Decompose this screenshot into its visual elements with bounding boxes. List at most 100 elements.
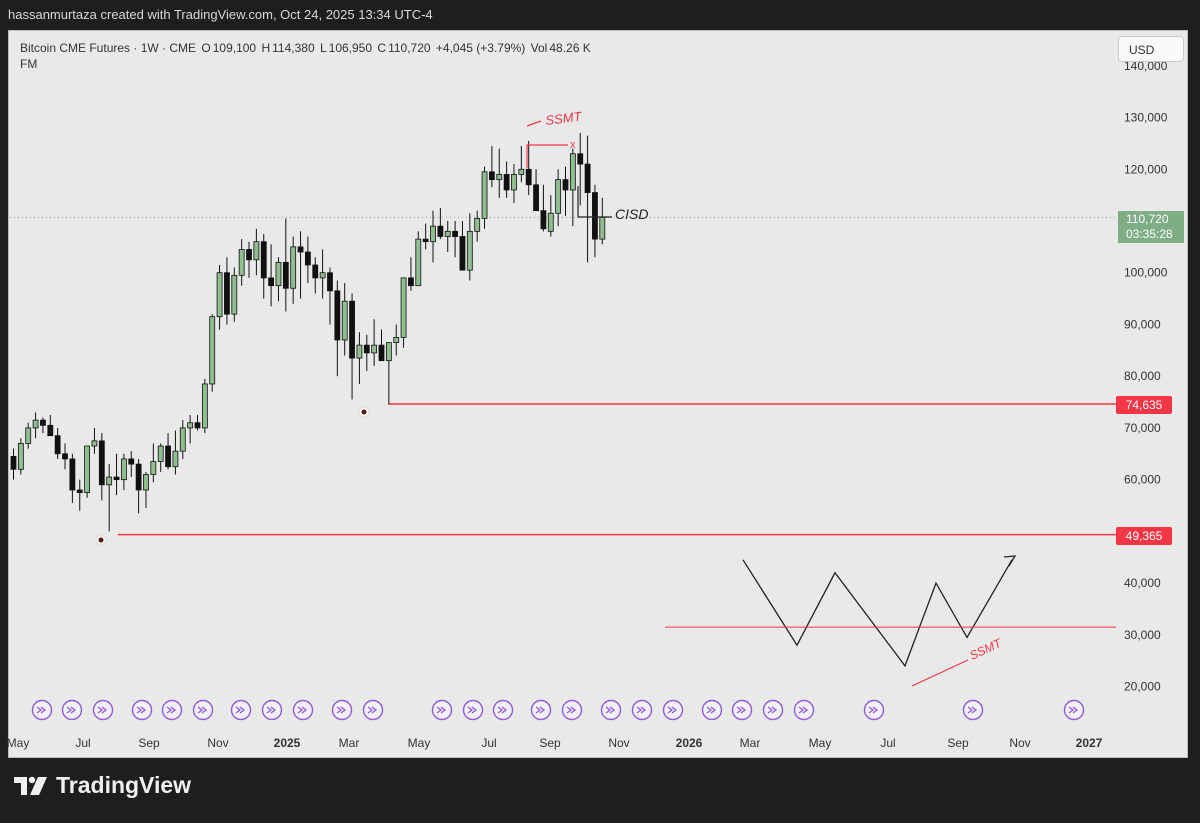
last-price-value: 110,720 xyxy=(1126,212,1169,226)
candle-body xyxy=(481,171,488,219)
currency-button[interactable]: USD xyxy=(1118,36,1184,62)
candle-body xyxy=(459,236,466,271)
ssmt-top-dash xyxy=(526,120,542,127)
bar-countdown: 03:35:28 xyxy=(1126,227,1173,241)
x-tick-label: Nov xyxy=(1009,736,1030,750)
event-icon-glyph xyxy=(197,706,208,714)
candle-body xyxy=(297,246,304,253)
y-tick-label: 80,000 xyxy=(1124,369,1161,383)
candle-body xyxy=(290,246,297,289)
event-icon-glyph xyxy=(436,706,447,714)
x-tick-label: Jul xyxy=(75,736,90,750)
candle-body xyxy=(452,230,459,237)
y-tick-label: 90,000 xyxy=(1124,317,1161,331)
candle-body xyxy=(547,212,554,232)
y-tick-label: 120,000 xyxy=(1124,162,1168,176)
last-price-label: 110,720 03:35:28 xyxy=(1118,211,1184,243)
open-label: O xyxy=(201,41,211,55)
x-tick-label: 2025 xyxy=(274,736,301,750)
candle-body xyxy=(106,476,113,486)
candle-body xyxy=(209,316,216,385)
projection-path xyxy=(742,559,1013,668)
y-tick-label: 140,000 xyxy=(1124,59,1168,73)
candle-body xyxy=(334,290,341,341)
candle-body xyxy=(341,300,348,341)
event-icon-glyph xyxy=(297,706,308,714)
candle-body xyxy=(150,461,157,475)
candle-body xyxy=(378,344,385,362)
event-icon-glyph xyxy=(667,706,678,714)
candle-body xyxy=(503,174,510,191)
candle-body xyxy=(555,179,562,214)
candle-body xyxy=(17,443,24,470)
event-icon-glyph xyxy=(967,706,978,714)
chart-header: hassanmurtaza created with TradingView.c… xyxy=(8,7,433,22)
symbol-legend: Bitcoin CME Futures · 1W · CME O 109,100 … xyxy=(20,40,593,72)
event-icon-glyph xyxy=(1068,706,1079,714)
x-tick-label: Sep xyxy=(947,736,969,750)
candle-body xyxy=(371,344,378,354)
x-tick-label: Jul xyxy=(880,736,895,750)
candle-body xyxy=(54,435,61,455)
event-icon-glyph xyxy=(535,706,546,714)
candle-body xyxy=(268,277,275,287)
level-origin-dot xyxy=(361,409,367,415)
candle-body xyxy=(47,424,54,437)
event-icon-glyph xyxy=(235,706,246,714)
candle-body xyxy=(165,445,171,468)
high-value: 114,380 xyxy=(272,41,315,55)
event-icon-glyph xyxy=(736,706,747,714)
x-tick-label: Sep xyxy=(539,736,561,750)
low-value: 106,950 xyxy=(328,41,373,55)
cisd-line xyxy=(577,186,612,218)
candle-body xyxy=(32,419,39,429)
candle-body xyxy=(69,458,76,491)
x-tick-label: May xyxy=(408,736,431,750)
symbol-name[interactable]: Bitcoin CME Futures · 1W · CME xyxy=(20,41,197,55)
y-tick-label: 20,000 xyxy=(1124,680,1161,694)
x-tick-label: Mar xyxy=(339,736,360,750)
event-icon-glyph xyxy=(66,706,77,714)
ssmt-bottom-label: SSMT xyxy=(967,635,1005,662)
tradingview-logo[interactable]: TradingView xyxy=(14,772,191,799)
close-value: 110,720 xyxy=(388,41,431,55)
x-tick-label: Nov xyxy=(608,736,629,750)
close-label: C xyxy=(377,41,387,55)
candle-body xyxy=(584,163,591,193)
event-icon-glyph xyxy=(36,706,47,714)
candle-body xyxy=(113,476,120,481)
candle-body xyxy=(356,344,363,359)
y-tick-label: 40,000 xyxy=(1124,576,1161,590)
candle-body xyxy=(569,153,576,191)
x-tick-label: 2027 xyxy=(1076,736,1103,750)
x-tick-label: Sep xyxy=(138,736,160,750)
candle-body xyxy=(430,225,436,243)
candle-body xyxy=(415,238,422,287)
event-icon-glyph xyxy=(367,706,378,714)
event-icon-glyph xyxy=(266,706,277,714)
x-tick-label: May xyxy=(809,736,832,750)
ssmt-top-line xyxy=(526,144,568,168)
open-value: 109,100 xyxy=(212,41,257,55)
candle-body xyxy=(319,272,326,279)
candle-body xyxy=(179,427,186,452)
candle-body xyxy=(260,241,267,279)
candle-body xyxy=(91,440,98,447)
brand-name: TradingView xyxy=(56,772,192,798)
tradingview-icon xyxy=(14,776,47,795)
ssmt-top-label: SSMT xyxy=(545,109,584,128)
candle-body xyxy=(121,458,127,481)
level-label-74635: 74,635 xyxy=(1116,396,1172,414)
candle-body xyxy=(194,422,201,429)
x-tick-label: Mar xyxy=(740,736,761,750)
candle-body xyxy=(143,474,149,491)
candle-body xyxy=(592,192,598,240)
candle-body xyxy=(400,277,407,338)
level-origin-dot xyxy=(98,537,104,543)
candle-body xyxy=(393,336,400,343)
y-tick-label: 30,000 xyxy=(1124,628,1161,642)
candle-body xyxy=(128,458,135,465)
candle-body xyxy=(304,251,311,266)
candle-body xyxy=(312,264,319,279)
